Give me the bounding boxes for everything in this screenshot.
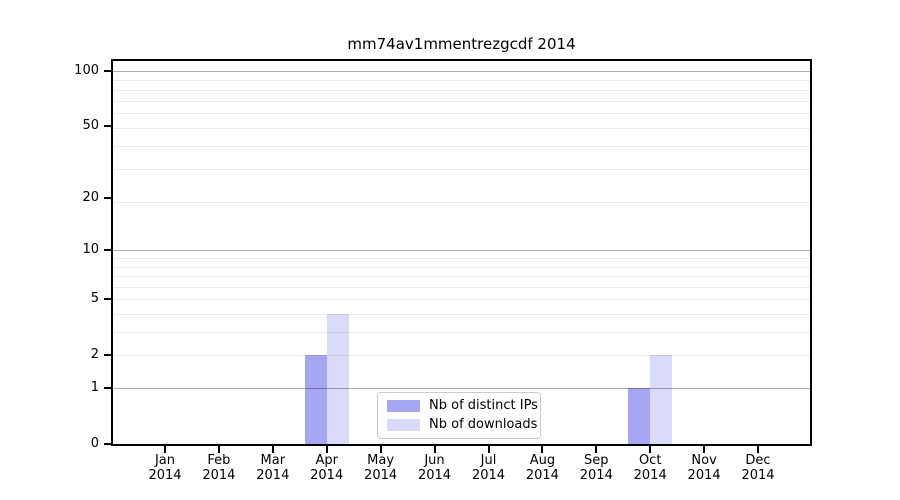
x-tick-mark (164, 446, 166, 453)
x-tick-label: Aug 2014 (512, 453, 572, 483)
x-tick-year: 2014 (741, 468, 775, 483)
x-tick-label: Jan 2014 (135, 453, 195, 483)
x-tick-mark (433, 446, 436, 453)
y-tick-label: 100 (74, 63, 99, 79)
x-tick-label: May 2014 (351, 453, 411, 483)
y-tick-mark (104, 387, 113, 389)
bar-downloads-apr (326, 313, 349, 444)
y-tick-label: 20 (82, 190, 99, 205)
x-tick-month: May (367, 453, 395, 468)
legend-entry-distinct-ips: Nb of distinct IPs (387, 399, 538, 413)
y-tick-label: 0 (90, 436, 99, 451)
x-tick-year: 2014 (579, 468, 613, 483)
minor-gridline (113, 355, 810, 357)
x-tick-year: 2014 (310, 468, 344, 483)
x-tick-mark (541, 446, 544, 453)
x-tick-mark (217, 446, 220, 453)
major-gridline (113, 250, 810, 252)
minor-gridline (113, 266, 810, 268)
x-tick-month: Nov (691, 453, 717, 468)
x-tick-label: Jul 2014 (459, 453, 519, 483)
x-tick-label: Apr 2014 (297, 453, 357, 483)
x-tick-month: Dec (745, 453, 771, 468)
x-tick-year: 2014 (364, 468, 398, 483)
x-tick-mark (703, 446, 706, 453)
minor-gridline (113, 299, 810, 301)
plot-inner (113, 61, 810, 444)
x-tick-label: Nov 2014 (674, 453, 734, 483)
y-tick-label: 10 (82, 242, 99, 258)
minor-gridline (113, 89, 810, 91)
x-tick-month: Mar (260, 453, 286, 468)
legend-label: Nb of distinct IPs (429, 398, 538, 413)
x-tick-month: Jan (154, 453, 176, 468)
minor-gridline (113, 169, 810, 171)
x-tick-year: 2014 (471, 468, 506, 483)
minor-gridline (113, 313, 810, 315)
x-tick-label: Dec 2014 (728, 453, 788, 483)
x-tick-month: Apr (315, 453, 338, 468)
y-tick-label: 2 (90, 347, 99, 363)
minor-gridline (113, 286, 810, 288)
x-tick-label: Feb 2014 (189, 453, 249, 483)
x-tick-mark (595, 446, 598, 453)
minor-gridline (113, 127, 810, 129)
bar-downloads-oct (650, 355, 673, 444)
y-tick-mark (104, 197, 113, 199)
minor-gridline (113, 100, 810, 102)
legend-swatch (387, 400, 420, 412)
minor-gridline (113, 113, 810, 115)
y-tick-mark (104, 443, 113, 445)
minor-gridline (113, 276, 810, 277)
x-tick-mark (487, 446, 490, 453)
bar-distinct-ips-oct (628, 388, 651, 444)
x-tick-year: 2014 (256, 468, 290, 483)
y-tick-mark (104, 249, 113, 252)
y-tick-label: 5 (90, 291, 99, 307)
x-tick-label: Sep 2014 (566, 453, 626, 483)
x-tick-year: 2014 (202, 468, 236, 483)
bar-distinct-ips-apr (304, 355, 327, 444)
major-gridline (113, 71, 810, 73)
x-tick-label: Oct 2014 (620, 453, 680, 483)
x-tick-month: Aug (529, 453, 556, 468)
legend-swatch (387, 419, 420, 431)
x-tick-mark (271, 446, 274, 453)
legend-label: Nb of downloads (429, 417, 538, 432)
minor-gridline (113, 80, 810, 82)
y-tick-mark (104, 354, 113, 357)
chart-title: mm74av1mmentrezgcdf 2014 (347, 35, 576, 53)
x-tick-year: 2014 (525, 468, 559, 483)
minor-gridline (113, 145, 810, 147)
plot-area (111, 59, 812, 446)
x-tick-label: Mar 2014 (243, 453, 303, 483)
minor-gridline (113, 201, 810, 203)
x-tick-year: 2014 (417, 468, 452, 483)
x-tick-month: Oct (638, 453, 662, 468)
x-tick-mark (649, 446, 652, 453)
x-tick-mark (757, 446, 759, 453)
x-tick-mark (325, 446, 328, 453)
x-tick-month: Feb (207, 453, 231, 468)
major-gridline (113, 388, 810, 389)
legend: Nb of distinct IPs Nb of downloads (377, 392, 541, 439)
x-tick-month: Jun (424, 453, 445, 468)
x-tick-year: 2014 (687, 468, 721, 483)
x-tick-month: Jul (480, 453, 497, 468)
x-tick-mark (379, 446, 382, 453)
minor-gridline (113, 257, 810, 259)
minor-gridline (113, 332, 810, 333)
legend-entry-downloads: Nb of downloads (387, 418, 537, 432)
y-tick-label: 50 (82, 118, 99, 134)
x-tick-year: 2014 (148, 468, 182, 483)
x-tick-year: 2014 (633, 468, 667, 483)
y-tick-label: 1 (90, 380, 99, 395)
x-tick-month: Sep (584, 453, 609, 468)
y-tick-mark (104, 298, 113, 301)
x-tick-label: Jun 2014 (405, 453, 465, 483)
y-tick-mark (104, 125, 113, 128)
y-tick-mark (104, 70, 113, 73)
